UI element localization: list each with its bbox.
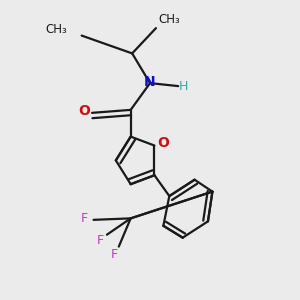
Text: N: N [144, 75, 156, 88]
Text: CH₃: CH₃ [158, 13, 180, 26]
Text: O: O [157, 136, 169, 150]
Text: F: F [111, 248, 118, 260]
Text: O: O [78, 104, 90, 118]
Text: H: H [179, 80, 188, 93]
Text: CH₃: CH₃ [46, 23, 67, 36]
Text: F: F [97, 234, 104, 247]
Text: F: F [81, 212, 88, 225]
